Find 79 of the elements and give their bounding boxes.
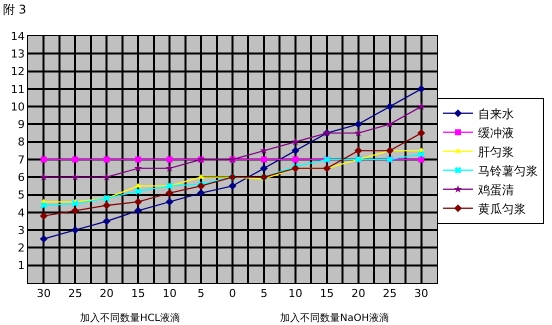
text: 加入不同数量NaOH液滴 — [280, 312, 389, 324]
point — [260, 156, 267, 162]
y-tick-label: 14 — [10, 30, 25, 43]
x-tick-label: 25 — [382, 287, 397, 300]
point — [260, 164, 268, 172]
point — [386, 146, 394, 155]
y-tick-label: 3 — [18, 224, 25, 237]
x-tick-label: 5 — [198, 287, 205, 300]
legend-label: 鸡蛋清 — [477, 182, 514, 197]
legend-label: 马铃薯匀浆 — [478, 164, 538, 178]
point — [71, 206, 80, 215]
point — [134, 206, 142, 215]
point — [354, 146, 362, 155]
legend-label: 自来水 — [478, 106, 514, 121]
point — [417, 85, 426, 93]
y-tick-label: 9 — [18, 118, 25, 132]
point — [102, 217, 111, 226]
point — [40, 156, 47, 162]
point — [134, 188, 142, 195]
point — [72, 156, 78, 162]
point — [418, 150, 425, 158]
point — [71, 172, 80, 181]
point — [72, 200, 79, 208]
point — [135, 156, 142, 162]
point — [40, 212, 48, 220]
point — [198, 174, 204, 179]
point — [292, 164, 300, 172]
x-tick-label: 30 — [36, 287, 51, 300]
point — [292, 156, 298, 162]
point — [166, 156, 173, 162]
x-tick-label: 0 — [229, 287, 236, 300]
x-tick-label: 30 — [414, 287, 428, 300]
x-tick-label: 15 — [131, 287, 146, 300]
point — [102, 201, 111, 210]
point — [260, 146, 268, 154]
y-tick-label: 1 — [18, 259, 25, 272]
point — [102, 172, 111, 181]
y-tick-label: 10 — [10, 100, 25, 114]
point — [386, 102, 394, 110]
point — [292, 146, 300, 155]
point — [134, 198, 142, 206]
point — [417, 129, 426, 137]
y-tick-label: 4 — [18, 206, 25, 220]
chart-title: 附 3 — [2, 2, 26, 16]
point — [40, 202, 48, 209]
x-tick-label: 5 — [260, 287, 268, 300]
point — [322, 164, 331, 172]
point — [71, 226, 80, 234]
x-tick-label: 20 — [100, 287, 114, 300]
y-tick-label: 11 — [10, 82, 25, 96]
x-tick-label: 20 — [351, 287, 366, 300]
y-tick-label: 6 — [18, 170, 25, 184]
y-tick-label: 13 — [10, 47, 25, 60]
legend-label: 缓冲液 — [478, 126, 514, 140]
point — [40, 172, 48, 181]
point — [197, 189, 205, 197]
point — [40, 234, 48, 243]
x-tick-label: 10 — [288, 287, 302, 300]
x-tick-label: 25 — [68, 287, 82, 300]
point — [134, 164, 142, 172]
point — [354, 120, 362, 128]
point — [228, 182, 236, 190]
y-tick-label: 7 — [18, 153, 25, 166]
y-tick-label: 12 — [10, 65, 25, 78]
point — [418, 156, 424, 162]
x-tick-label: 10 — [162, 287, 177, 300]
point — [386, 120, 394, 128]
point — [166, 189, 174, 197]
y-tick-label: 8 — [18, 136, 25, 149]
point — [354, 128, 362, 136]
point — [166, 198, 174, 206]
legend-label: 肝匀浆 — [478, 144, 514, 159]
point — [104, 156, 110, 162]
text: 加入不同数量HCL液滴 — [80, 312, 180, 324]
y-tick-label: 5 — [18, 188, 25, 202]
legend-label: 黄瓜匀浆 — [478, 202, 526, 216]
point — [417, 102, 426, 110]
y-tick-label: 2 — [18, 242, 25, 255]
x-tick-label: 15 — [320, 287, 334, 300]
